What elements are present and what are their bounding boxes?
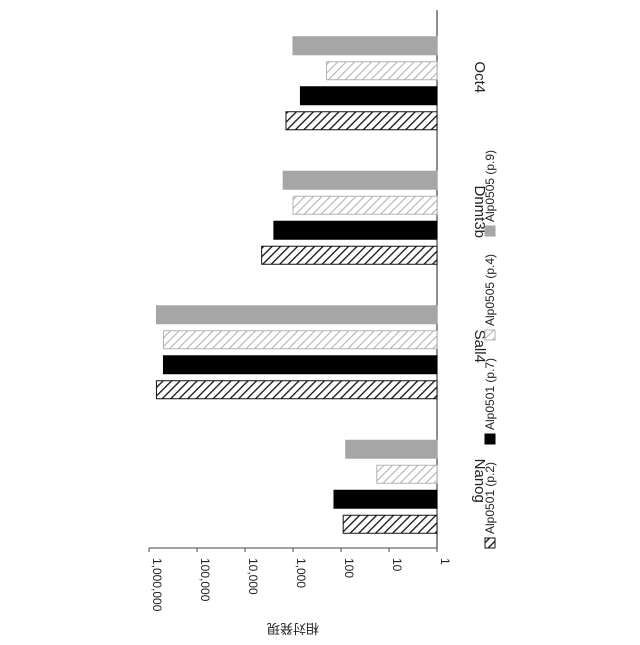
bar-sall4-2 [163,331,437,349]
legend-swatch [485,226,495,236]
bar-nanog-1 [334,490,437,508]
bar-dnmt3b-1 [274,221,437,239]
legend-swatch [485,538,495,548]
legend-swatch [485,330,495,340]
legend-label: Alp0505 (p.9) [483,150,497,222]
bar-sall4-1 [163,356,437,374]
value-tick-label: 10 [390,558,404,572]
value-tick-label: 100,000 [198,558,212,602]
bar-sall4-3 [156,306,437,324]
value-tick-label: 1,000,000 [150,558,164,612]
y-axis-title: 相対発現 [267,621,319,636]
legend-label: Alp0501 (p.2) [483,462,497,534]
bar-dnmt3b-2 [293,196,437,214]
value-tick-label: 1 [438,558,452,565]
legend-label: Alp0505 (p.4) [483,254,497,326]
bar-oct4-2 [327,62,437,80]
bar-dnmt3b-3 [283,171,437,189]
value-tick-label: 10,000 [246,558,260,595]
bar-oct4-1 [300,87,437,105]
value-tick-label: 100 [342,558,356,578]
bar-nanog-2 [377,465,437,483]
bar-nanog-0 [343,515,437,533]
legend-label: Alp0501 (p.7) [483,358,497,430]
category-label: Oct4 [471,61,488,93]
bar-sall4-0 [156,381,437,399]
bar-dnmt3b-0 [262,246,437,264]
value-tick-label: 1,000 [294,558,308,588]
bar-oct4-3 [293,37,437,55]
bar-oct4-0 [286,112,437,130]
legend-swatch [485,434,495,444]
plot-area: 1101001,00010,000100,0001,000,000相対発現Nan… [149,10,497,636]
bar-nanog-3 [346,440,437,458]
